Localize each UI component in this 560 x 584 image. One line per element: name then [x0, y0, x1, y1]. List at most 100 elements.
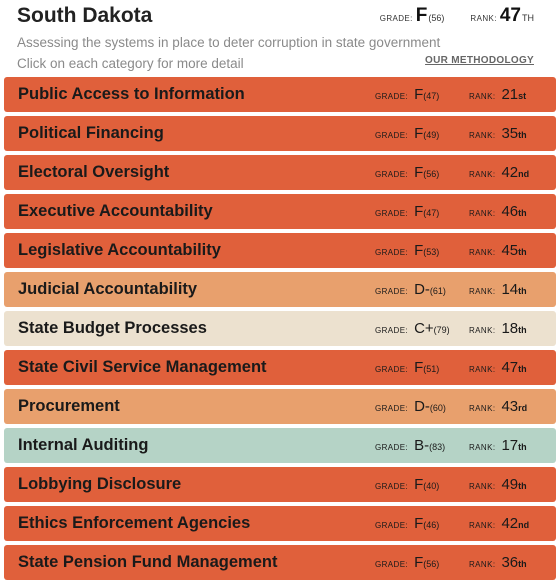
- rank-label: RANK:: [469, 560, 496, 569]
- rank-value: 46: [501, 203, 519, 220]
- category-name: Public Access to Information: [18, 85, 245, 103]
- rank-value: 42: [501, 164, 519, 181]
- grade-score: (56): [423, 559, 440, 569]
- grade-value: F: [414, 554, 424, 571]
- grade-score: (47): [423, 91, 440, 101]
- rank-suffix: th: [518, 325, 527, 335]
- rank-label: RANK:: [469, 521, 496, 530]
- rank-label: RANK:: [469, 170, 496, 179]
- grade-value: F: [414, 359, 424, 376]
- category-grade: GRADE: B- (83): [375, 437, 445, 454]
- grade-value: B-: [414, 437, 430, 454]
- category-row[interactable]: Procurement GRADE: D- (60) RANK: 43 rd: [4, 389, 556, 424]
- category-rank: RANK: 35 th: [469, 125, 527, 142]
- category-rank: RANK: 43 rd: [469, 398, 527, 415]
- rank-value: 18: [501, 320, 519, 337]
- category-row[interactable]: Ethics Enforcement Agencies GRADE: F (46…: [4, 506, 556, 541]
- grade-label: GRADE:: [375, 521, 409, 530]
- rank-suffix: th: [518, 364, 527, 374]
- category-rank: RANK: 14 th: [469, 281, 527, 298]
- category-name: Electoral Oversight: [18, 163, 170, 181]
- category-name: State Budget Processes: [18, 319, 207, 337]
- grade-label: GRADE:: [375, 482, 409, 491]
- category-rank: RANK: 47 th: [469, 359, 527, 376]
- category-row[interactable]: Political Financing GRADE: F (49) RANK: …: [4, 116, 556, 151]
- grade-score: (40): [423, 481, 440, 491]
- category-row[interactable]: Internal Auditing GRADE: B- (83) RANK: 1…: [4, 428, 556, 463]
- category-rank: RANK: 45 th: [469, 242, 527, 259]
- instructions: Click on each category for more detail: [17, 56, 244, 71]
- state-title: South Dakota: [17, 4, 153, 27]
- rank-value: 14: [501, 281, 519, 298]
- category-rank: RANK: 42 nd: [469, 164, 529, 181]
- rank-value: 21: [501, 86, 519, 103]
- grade-value: F: [414, 203, 424, 220]
- subtitle: Assessing the systems in place to deter …: [17, 35, 441, 50]
- rank-suffix: rd: [518, 403, 528, 413]
- grade-value: D-: [414, 281, 430, 298]
- rank-suffix: th: [518, 481, 527, 491]
- grade-label: GRADE:: [375, 404, 409, 413]
- category-row[interactable]: Electoral Oversight GRADE: F (56) RANK: …: [4, 155, 556, 190]
- grade-value: F: [414, 86, 424, 103]
- category-row[interactable]: State Pension Fund Management GRADE: F (…: [4, 545, 556, 580]
- rank-value: 36: [501, 554, 519, 571]
- rank-value: 49: [501, 476, 519, 493]
- category-row[interactable]: State Budget Processes GRADE: C+ (79) RA…: [4, 311, 556, 346]
- grade-score: (60): [429, 403, 446, 413]
- grade-label: GRADE:: [375, 287, 409, 296]
- category-row[interactable]: Lobbying Disclosure GRADE: F (40) RANK: …: [4, 467, 556, 502]
- grade-score: (56): [423, 169, 440, 179]
- category-name: Legislative Accountability: [18, 241, 221, 259]
- category-rank: RANK: 18 th: [469, 320, 527, 337]
- category-grade: GRADE: F (46): [375, 515, 439, 532]
- category-grade: GRADE: F (51): [375, 359, 439, 376]
- category-grade: GRADE: F (49): [375, 125, 439, 142]
- overall-grade-label: GRADE:: [379, 14, 413, 23]
- grade-label: GRADE:: [375, 560, 409, 569]
- category-row[interactable]: Legislative Accountability GRADE: F (53)…: [4, 233, 556, 268]
- grade-value: F: [414, 125, 424, 142]
- category-name: Procurement: [18, 397, 120, 415]
- grade-score: (51): [423, 364, 440, 374]
- rank-label: RANK:: [469, 365, 496, 374]
- rank-label: RANK:: [469, 287, 496, 296]
- grade-label: GRADE:: [375, 248, 409, 257]
- grade-score: (47): [423, 208, 440, 218]
- grade-value: C+: [414, 320, 434, 337]
- rank-suffix: th: [518, 559, 527, 569]
- rank-suffix: nd: [518, 520, 530, 530]
- methodology-link[interactable]: OUR METHODOLOGY: [425, 55, 534, 66]
- grade-label: GRADE:: [375, 209, 409, 218]
- rank-label: RANK:: [469, 92, 496, 101]
- rank-label: RANK:: [469, 248, 496, 257]
- category-grade: GRADE: F (53): [375, 242, 439, 259]
- category-name: Executive Accountability: [18, 202, 213, 220]
- rank-suffix: th: [518, 208, 527, 218]
- category-rank: RANK: 36 th: [469, 554, 527, 571]
- rank-value: 45: [501, 242, 519, 259]
- category-rank: RANK: 21 st: [469, 86, 526, 103]
- rank-label: RANK:: [469, 209, 496, 218]
- rank-suffix: nd: [518, 169, 530, 179]
- overall-grade: F: [415, 5, 428, 26]
- category-rank: RANK: 46 th: [469, 203, 527, 220]
- overall-rank: 47: [499, 5, 521, 26]
- category-row[interactable]: State Civil Service Management GRADE: F …: [4, 350, 556, 385]
- report-header: South Dakota GRADE: F (56) RANK: 47 TH A…: [0, 0, 560, 81]
- category-name: Lobbying Disclosure: [18, 475, 182, 493]
- grade-score: (83): [429, 442, 446, 452]
- rank-suffix: th: [518, 286, 527, 296]
- category-row[interactable]: Executive Accountability GRADE: F (47) R…: [4, 194, 556, 229]
- category-row[interactable]: Judicial Accountability GRADE: D- (61) R…: [4, 272, 556, 307]
- category-rank: RANK: 17 th: [469, 437, 527, 454]
- category-row[interactable]: Public Access to Information GRADE: F (4…: [4, 77, 556, 112]
- rank-suffix: st: [518, 91, 527, 101]
- category-name: Political Financing: [18, 124, 164, 142]
- category-rank: RANK: 49 th: [469, 476, 527, 493]
- category-grade: GRADE: F (40): [375, 476, 439, 493]
- category-name: State Civil Service Management: [18, 358, 267, 376]
- overall-score: GRADE: F (56) RANK: 47 TH: [380, 5, 534, 27]
- grade-score: (49): [423, 130, 440, 140]
- grade-value: D-: [414, 398, 430, 415]
